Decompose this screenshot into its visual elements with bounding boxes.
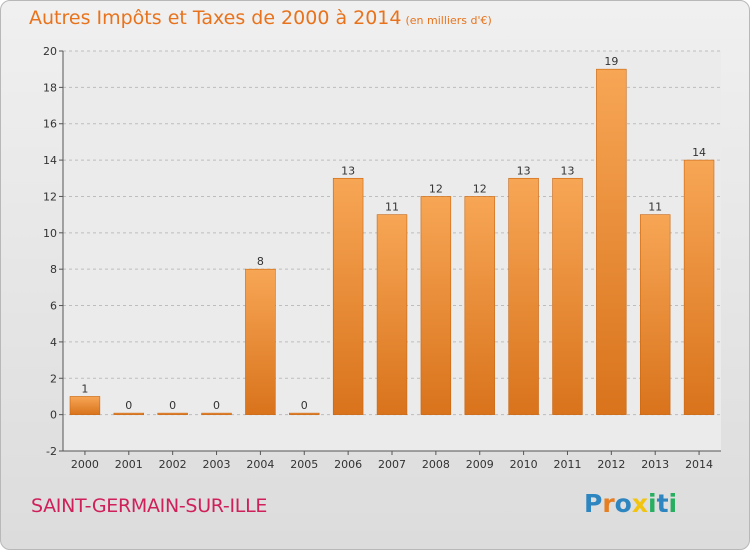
x-tick-label: 2004 <box>246 458 274 471</box>
bar <box>639 214 671 415</box>
x-tick-label: 2014 <box>685 458 713 471</box>
y-tick-label: 14 <box>43 154 57 167</box>
proxiti-logo: Proxiti <box>584 489 677 518</box>
data-label: 1 <box>81 382 88 395</box>
data-label: 8 <box>257 255 264 268</box>
data-label: 0 <box>301 399 308 412</box>
y-tick-label: 16 <box>43 118 57 131</box>
bar <box>552 177 583 415</box>
y-tick-label: 2 <box>50 372 57 385</box>
data-label: 13 <box>517 164 531 177</box>
x-tick-label: 2007 <box>378 458 406 471</box>
data-label: 12 <box>429 182 443 195</box>
chart-title-text: Autres Impôts et Taxes de 2000 à 2014 <box>29 7 402 29</box>
bar <box>508 177 539 415</box>
y-tick-label: 0 <box>50 409 57 422</box>
logo-letter: r <box>602 489 615 518</box>
data-label: 19 <box>604 55 618 68</box>
logo-letter: o <box>614 489 632 518</box>
y-tick-label: 8 <box>50 263 57 276</box>
data-label: 0 <box>169 399 176 412</box>
x-tick-label: 2011 <box>553 458 581 471</box>
data-label: 0 <box>213 399 220 412</box>
logo-letter: P <box>584 489 603 518</box>
data-label: 11 <box>385 201 399 214</box>
x-tick-label: 2000 <box>71 458 99 471</box>
bar <box>464 196 495 415</box>
data-label: 13 <box>560 164 574 177</box>
x-tick-label: 2001 <box>115 458 143 471</box>
bar <box>683 159 715 415</box>
bar <box>201 412 232 415</box>
chart-title: Autres Impôts et Taxes de 2000 à 2014 (en… <box>29 7 492 29</box>
data-label: 11 <box>648 201 662 214</box>
x-tick-label: 2012 <box>597 458 625 471</box>
y-tick-label: 10 <box>43 227 57 240</box>
x-tick-label: 2013 <box>641 458 669 471</box>
y-tick-label: -2 <box>46 445 57 458</box>
bar <box>289 412 320 415</box>
x-tick-label: 2002 <box>159 458 187 471</box>
data-label: 13 <box>341 164 355 177</box>
logo-letter: x <box>631 489 648 518</box>
x-tick-label: 2008 <box>422 458 450 471</box>
y-tick-label: 18 <box>43 81 57 94</box>
data-label: 0 <box>125 399 132 412</box>
x-tick-label: 2005 <box>290 458 318 471</box>
bar <box>332 177 364 415</box>
bar <box>376 214 408 415</box>
bar <box>596 68 627 415</box>
bar <box>420 196 452 415</box>
data-label: 12 <box>473 182 487 195</box>
y-tick-label: 4 <box>50 336 57 349</box>
bar <box>245 268 276 415</box>
data-label: 14 <box>692 146 706 159</box>
logo-letter: t <box>656 489 669 518</box>
logo-letter: i <box>668 489 678 518</box>
x-tick-label: 2009 <box>466 458 494 471</box>
x-tick-label: 2010 <box>510 458 538 471</box>
bar <box>157 412 188 415</box>
chart-unit: (en milliers d'€) <box>405 14 492 27</box>
y-tick-label: 6 <box>50 300 57 313</box>
x-tick-label: 2003 <box>203 458 231 471</box>
x-tick-label: 2006 <box>334 458 362 471</box>
y-tick-label: 20 <box>43 45 57 58</box>
bar <box>69 396 101 415</box>
y-tick-label: 12 <box>43 190 57 203</box>
bar <box>113 412 145 415</box>
logo-letter: i <box>648 489 657 518</box>
commune-name: SAINT-GERMAIN-SUR-ILLE <box>31 495 268 517</box>
